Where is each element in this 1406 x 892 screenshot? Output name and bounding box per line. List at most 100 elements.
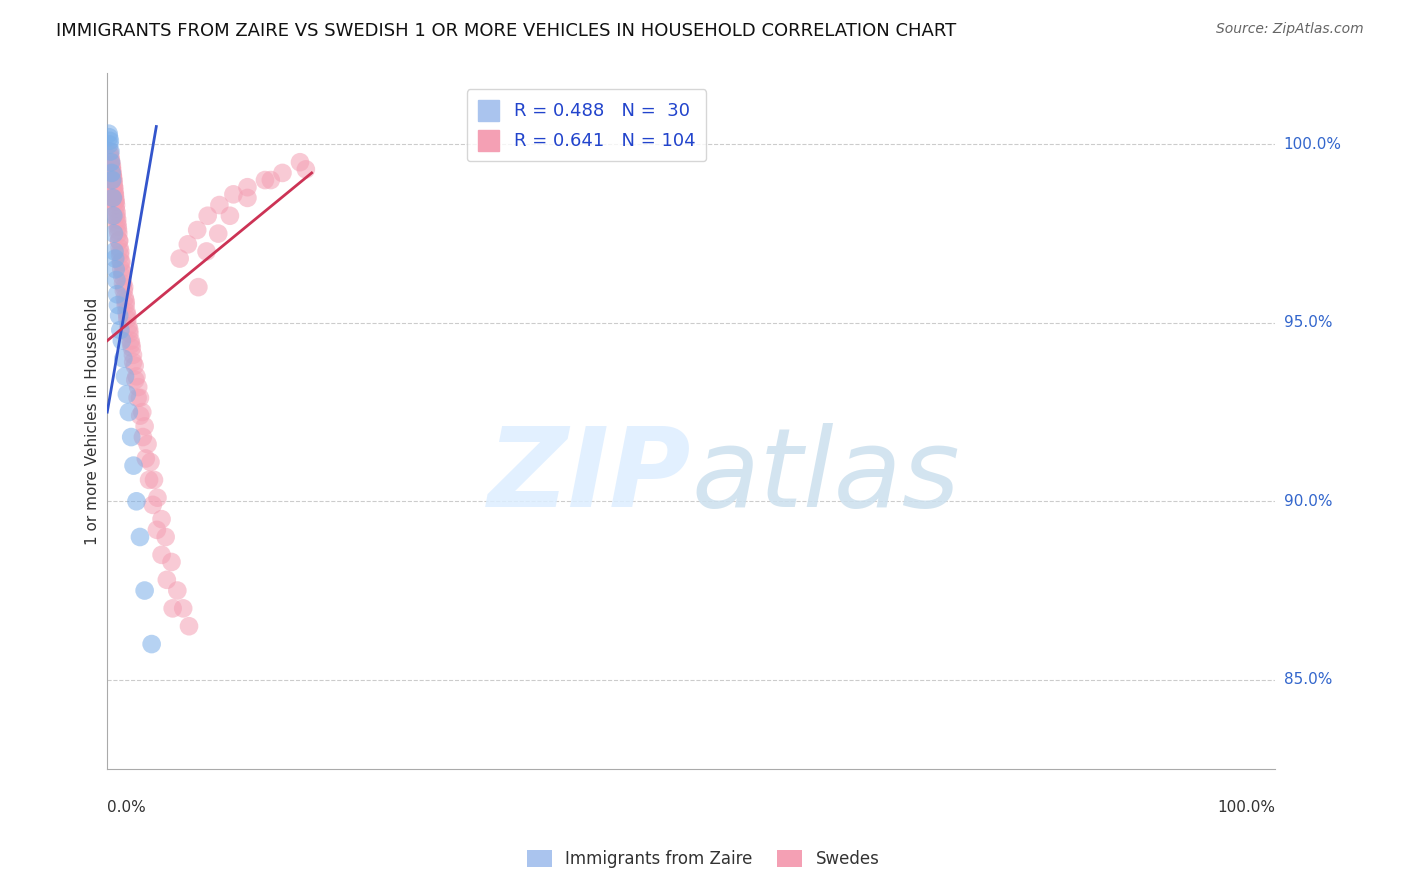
Point [100,155,122,169]
Point [117,319,139,334]
Point [104,262,127,277]
Point [103,180,125,194]
Point [236,180,259,194]
Point [117,312,139,326]
Point [295,162,318,177]
Point [121,341,143,355]
Point [115,387,138,401]
Point [124,373,146,387]
Point [110,255,132,269]
Point [138,473,160,487]
Point [110,323,132,337]
Point [104,194,127,209]
Point [118,405,141,419]
Point [101,159,124,173]
Point [112,284,135,298]
Point [105,198,128,212]
Point [108,241,131,255]
Point [271,166,294,180]
Text: 95.0%: 95.0% [1284,316,1333,330]
Legend: Immigrants from Zaire, Swedes: Immigrants from Zaire, Swedes [520,843,886,875]
Point [136,437,159,451]
Point [103,227,125,241]
Point [162,601,184,615]
Point [108,309,131,323]
Point [111,269,134,284]
Point [105,209,128,223]
Point [197,209,219,223]
Point [101,191,124,205]
Point [122,348,145,362]
Point [103,173,125,187]
Point [101,173,124,187]
Point [208,198,231,212]
Point [100,145,122,159]
Point [105,287,128,301]
Point [187,280,209,294]
Point [150,548,173,562]
Point [101,166,124,180]
Point [236,191,259,205]
Point [288,155,311,169]
Point [105,273,128,287]
Point [150,512,173,526]
Point [100,159,122,173]
Point [156,573,179,587]
Text: IMMIGRANTS FROM ZAIRE VS SWEDISH 1 OR MORE VEHICLES IN HOUSEHOLD CORRELATION CHA: IMMIGRANTS FROM ZAIRE VS SWEDISH 1 OR MO… [56,22,956,40]
Point [108,234,131,248]
Text: 100.0%: 100.0% [1218,799,1275,814]
Point [118,323,141,337]
Point [146,523,169,537]
Point [122,458,145,473]
Point [103,173,125,187]
Point [98,145,121,159]
Point [105,212,128,227]
Point [100,166,122,180]
Point [108,234,131,248]
Point [98,137,121,152]
Point [141,637,163,651]
Point [219,209,242,223]
Point [177,237,200,252]
Point [127,391,149,405]
Point [112,351,135,366]
Point [253,173,276,187]
Point [118,326,141,341]
Point [143,473,166,487]
Point [111,266,134,280]
Text: ZIP: ZIP [488,423,692,530]
Point [103,187,125,202]
Point [120,334,142,348]
Point [129,409,152,423]
Point [104,202,127,216]
Point [112,280,135,294]
Point [129,391,152,405]
Point [195,244,218,259]
Point [222,187,245,202]
Point [103,244,125,259]
Point [115,305,138,319]
Point [114,294,136,309]
Text: 90.0%: 90.0% [1284,494,1333,508]
Point [124,359,146,373]
Point [110,244,132,259]
Point [177,619,200,633]
Point [122,355,145,369]
Point [98,148,121,162]
Point [169,252,191,266]
Point [107,298,129,312]
Legend: R = 0.488   N =  30, R = 0.641   N = 104: R = 0.488 N = 30, R = 0.641 N = 104 [467,89,706,161]
Point [129,530,152,544]
Point [142,498,165,512]
Point [260,173,283,187]
Point [125,369,148,384]
Point [186,223,208,237]
Point [100,162,122,177]
Point [101,169,124,184]
Point [146,491,169,505]
Point [134,583,156,598]
Point [100,155,122,169]
Point [117,309,139,323]
Text: atlas: atlas [692,423,960,530]
Point [97,127,120,141]
